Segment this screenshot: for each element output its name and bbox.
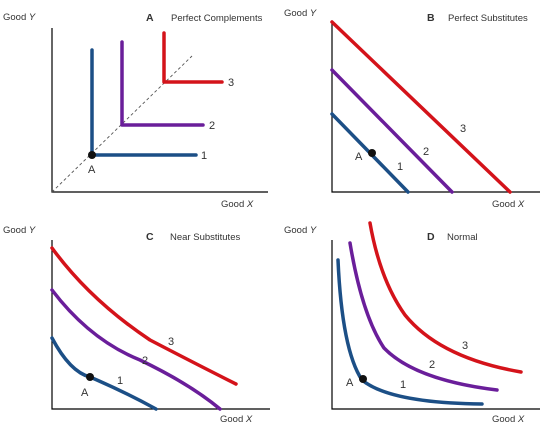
panel-d-axes: [331, 240, 540, 410]
panel-b-curve-1-label: 1: [397, 161, 403, 173]
panel-a-curve-2: [120, 40, 205, 127]
panel-b: Good Y A 1 2 3 B Perfect Substitutes Goo…: [284, 8, 540, 210]
panel-b-y-axis-label: Good Y: [284, 8, 317, 19]
panel-c-letter: C: [146, 231, 154, 243]
panel-d-letter: D: [427, 231, 435, 243]
panel-b-x-axis-label: Good X: [492, 199, 525, 210]
panel-a-point-a: [88, 151, 96, 159]
panel-c-curve-1: [50, 336, 158, 411]
panel-c-curve-1-label: 1: [117, 375, 123, 387]
panel-c-title: Near Substitutes: [170, 232, 240, 243]
panel-a-curve-3: [162, 31, 224, 84]
panel-c-x-axis-label: Good X: [220, 414, 253, 424]
panel-b-curve-3-label: 3: [460, 123, 466, 135]
panel-c-curve-3-label: 3: [168, 336, 174, 348]
panel-c-axes: [51, 240, 270, 410]
panel-d-curve-3: [368, 221, 523, 374]
panel-b-axes: [331, 22, 540, 193]
panel-b-curve-3: [330, 20, 512, 194]
panel-b-point-a-label: A: [355, 151, 363, 163]
panel-a-title: Perfect Complements: [171, 13, 263, 24]
panel-a-curve-2-label: 2: [209, 120, 215, 132]
panel-d-curve-2: [348, 241, 499, 392]
panel-a-point-a-label: A: [88, 164, 96, 176]
panel-a: Good Y A 1 2 3 A Perfect Complements Goo…: [3, 12, 268, 210]
panel-b-title: Perfect Substitutes: [448, 13, 528, 24]
panel-c-point-a-label: A: [81, 387, 89, 399]
panel-b-letter: B: [427, 12, 435, 24]
panel-c-curve-2: [50, 288, 222, 411]
panel-b-point-a: [368, 149, 376, 157]
panel-d-point-a-label: A: [346, 377, 354, 389]
panel-a-letter: A: [146, 12, 154, 24]
panel-a-y-axis-label: Good Y: [3, 12, 36, 23]
panel-d-y-axis-label: Good Y: [284, 225, 317, 236]
panel-c-point-a: [86, 373, 94, 381]
panel-c-curve-2-label: 2: [142, 355, 148, 367]
panel-d-title: Normal: [447, 232, 478, 243]
panel-d-curve-1-label: 1: [400, 379, 406, 391]
panel-a-axes: [51, 28, 268, 193]
panel-d-point-a: [359, 375, 367, 383]
panel-d-x-axis-label: Good X: [492, 414, 525, 424]
panel-d: Good Y A 1 2 3 D Normal Good X: [284, 221, 540, 424]
panel-b-curve-2: [330, 68, 454, 194]
panel-a-curve-1-label: 1: [201, 150, 207, 162]
panel-d-curve-2-label: 2: [429, 359, 435, 371]
panel-c-y-axis-label: Good Y: [3, 225, 36, 236]
panel-b-curve-2-label: 2: [423, 146, 429, 158]
panel-c: Good Y A 1 2 3 C Near Substitutes Good X: [3, 225, 270, 424]
panel-a-curve-3-label: 3: [228, 77, 234, 89]
panel-c-curve-3: [50, 246, 238, 386]
panel-a-x-axis-label: Good X: [221, 199, 254, 210]
panel-d-curve-3-label: 3: [462, 340, 468, 352]
